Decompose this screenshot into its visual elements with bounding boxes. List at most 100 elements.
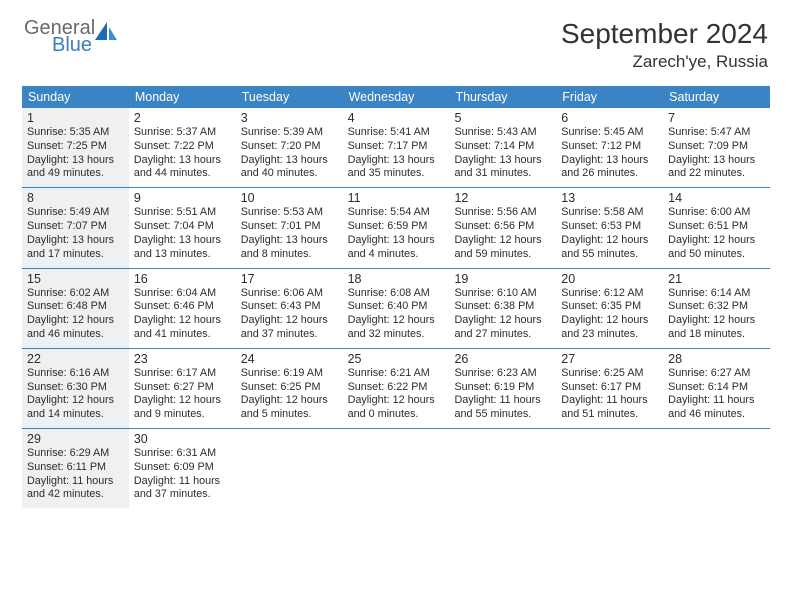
sunset-line: Sunset: 6:30 PM xyxy=(27,381,124,395)
day-number: 16 xyxy=(134,272,231,286)
month-title: September 2024 xyxy=(561,18,768,50)
sunset-line: Sunset: 7:14 PM xyxy=(454,140,551,154)
day-cell: 23Sunrise: 6:17 AMSunset: 6:27 PMDayligh… xyxy=(129,349,236,428)
day-cell: 13Sunrise: 5:58 AMSunset: 6:53 PMDayligh… xyxy=(556,188,663,267)
brand-text: General Blue xyxy=(24,18,95,55)
daylight-line: Daylight: 13 hours and 40 minutes. xyxy=(241,154,338,182)
sunrise-line: Sunrise: 6:16 AM xyxy=(27,367,124,381)
day-of-week-label: Sunday xyxy=(22,86,129,108)
sunrise-line: Sunrise: 6:23 AM xyxy=(454,367,551,381)
day-number: 24 xyxy=(241,352,338,366)
daylight-line: Daylight: 12 hours and 23 minutes. xyxy=(561,314,658,342)
sunrise-line: Sunrise: 5:37 AM xyxy=(134,126,231,140)
brand-logo: General Blue xyxy=(24,18,119,55)
day-number: 5 xyxy=(454,111,551,125)
sunrise-line: Sunrise: 5:58 AM xyxy=(561,206,658,220)
day-cell: 20Sunrise: 6:12 AMSunset: 6:35 PMDayligh… xyxy=(556,269,663,348)
sunrise-line: Sunrise: 5:39 AM xyxy=(241,126,338,140)
day-cell: 7Sunrise: 5:47 AMSunset: 7:09 PMDaylight… xyxy=(663,108,770,187)
day-cell: 29Sunrise: 6:29 AMSunset: 6:11 PMDayligh… xyxy=(22,429,129,508)
day-cell: 4Sunrise: 5:41 AMSunset: 7:17 PMDaylight… xyxy=(343,108,450,187)
sunrise-line: Sunrise: 6:29 AM xyxy=(27,447,124,461)
sunset-line: Sunset: 6:51 PM xyxy=(668,220,765,234)
day-number: 11 xyxy=(348,191,445,205)
day-cell: 12Sunrise: 5:56 AMSunset: 6:56 PMDayligh… xyxy=(449,188,556,267)
day-cell: 2Sunrise: 5:37 AMSunset: 7:22 PMDaylight… xyxy=(129,108,236,187)
sunset-line: Sunset: 6:11 PM xyxy=(27,461,124,475)
sunset-line: Sunset: 6:43 PM xyxy=(241,300,338,314)
sunset-line: Sunset: 6:14 PM xyxy=(668,381,765,395)
sunset-line: Sunset: 6:53 PM xyxy=(561,220,658,234)
sunrise-line: Sunrise: 5:53 AM xyxy=(241,206,338,220)
sunset-line: Sunset: 7:01 PM xyxy=(241,220,338,234)
sunrise-line: Sunrise: 5:43 AM xyxy=(454,126,551,140)
day-of-week-label: Thursday xyxy=(449,86,556,108)
day-number: 27 xyxy=(561,352,658,366)
week-row: 29Sunrise: 6:29 AMSunset: 6:11 PMDayligh… xyxy=(22,429,770,508)
daylight-line: Daylight: 12 hours and 32 minutes. xyxy=(348,314,445,342)
sunrise-line: Sunrise: 6:06 AM xyxy=(241,287,338,301)
daylight-line: Daylight: 13 hours and 17 minutes. xyxy=(27,234,124,262)
day-cell xyxy=(663,429,770,508)
daylight-line: Daylight: 12 hours and 46 minutes. xyxy=(27,314,124,342)
sunset-line: Sunset: 6:32 PM xyxy=(668,300,765,314)
sunrise-line: Sunrise: 6:19 AM xyxy=(241,367,338,381)
sunset-line: Sunset: 6:17 PM xyxy=(561,381,658,395)
day-cell xyxy=(236,429,343,508)
day-number: 9 xyxy=(134,191,231,205)
day-number: 23 xyxy=(134,352,231,366)
week-row: 15Sunrise: 6:02 AMSunset: 6:48 PMDayligh… xyxy=(22,269,770,349)
sunrise-line: Sunrise: 6:27 AM xyxy=(668,367,765,381)
day-of-week-label: Tuesday xyxy=(236,86,343,108)
sunset-line: Sunset: 6:27 PM xyxy=(134,381,231,395)
sunset-line: Sunset: 7:09 PM xyxy=(668,140,765,154)
header: General Blue September 2024 Zarech'ye, R… xyxy=(0,0,792,78)
sunrise-line: Sunrise: 5:47 AM xyxy=(668,126,765,140)
daylight-line: Daylight: 13 hours and 49 minutes. xyxy=(27,154,124,182)
daylight-line: Daylight: 12 hours and 0 minutes. xyxy=(348,394,445,422)
sunrise-line: Sunrise: 6:10 AM xyxy=(454,287,551,301)
day-cell: 19Sunrise: 6:10 AMSunset: 6:38 PMDayligh… xyxy=(449,269,556,348)
day-number: 17 xyxy=(241,272,338,286)
day-cell: 9Sunrise: 5:51 AMSunset: 7:04 PMDaylight… xyxy=(129,188,236,267)
day-cell: 8Sunrise: 5:49 AMSunset: 7:07 PMDaylight… xyxy=(22,188,129,267)
day-number: 4 xyxy=(348,111,445,125)
sunrise-line: Sunrise: 6:17 AM xyxy=(134,367,231,381)
day-cell: 27Sunrise: 6:25 AMSunset: 6:17 PMDayligh… xyxy=(556,349,663,428)
day-cell: 22Sunrise: 6:16 AMSunset: 6:30 PMDayligh… xyxy=(22,349,129,428)
day-cell: 24Sunrise: 6:19 AMSunset: 6:25 PMDayligh… xyxy=(236,349,343,428)
daylight-line: Daylight: 12 hours and 37 minutes. xyxy=(241,314,338,342)
sunrise-line: Sunrise: 6:21 AM xyxy=(348,367,445,381)
day-cell xyxy=(343,429,450,508)
sunrise-line: Sunrise: 6:04 AM xyxy=(134,287,231,301)
daylight-line: Daylight: 12 hours and 27 minutes. xyxy=(454,314,551,342)
sunset-line: Sunset: 7:25 PM xyxy=(27,140,124,154)
day-number: 7 xyxy=(668,111,765,125)
sunset-line: Sunset: 7:07 PM xyxy=(27,220,124,234)
daylight-line: Daylight: 12 hours and 50 minutes. xyxy=(668,234,765,262)
sunrise-line: Sunrise: 5:45 AM xyxy=(561,126,658,140)
day-number: 20 xyxy=(561,272,658,286)
day-number: 15 xyxy=(27,272,124,286)
day-cell: 6Sunrise: 5:45 AMSunset: 7:12 PMDaylight… xyxy=(556,108,663,187)
sunset-line: Sunset: 7:22 PM xyxy=(134,140,231,154)
day-number: 6 xyxy=(561,111,658,125)
daylight-line: Daylight: 11 hours and 46 minutes. xyxy=(668,394,765,422)
location: Zarech'ye, Russia xyxy=(561,52,768,72)
day-number: 14 xyxy=(668,191,765,205)
day-number: 26 xyxy=(454,352,551,366)
day-number: 8 xyxy=(27,191,124,205)
day-number: 10 xyxy=(241,191,338,205)
sunset-line: Sunset: 6:35 PM xyxy=(561,300,658,314)
day-number: 18 xyxy=(348,272,445,286)
sunset-line: Sunset: 7:12 PM xyxy=(561,140,658,154)
day-cell: 3Sunrise: 5:39 AMSunset: 7:20 PMDaylight… xyxy=(236,108,343,187)
week-row: 8Sunrise: 5:49 AMSunset: 7:07 PMDaylight… xyxy=(22,188,770,268)
sunrise-line: Sunrise: 6:12 AM xyxy=(561,287,658,301)
daylight-line: Daylight: 12 hours and 18 minutes. xyxy=(668,314,765,342)
day-number: 13 xyxy=(561,191,658,205)
sail-icon xyxy=(93,20,119,51)
title-block: September 2024 Zarech'ye, Russia xyxy=(561,18,768,72)
sunset-line: Sunset: 6:59 PM xyxy=(348,220,445,234)
sunrise-line: Sunrise: 5:41 AM xyxy=(348,126,445,140)
